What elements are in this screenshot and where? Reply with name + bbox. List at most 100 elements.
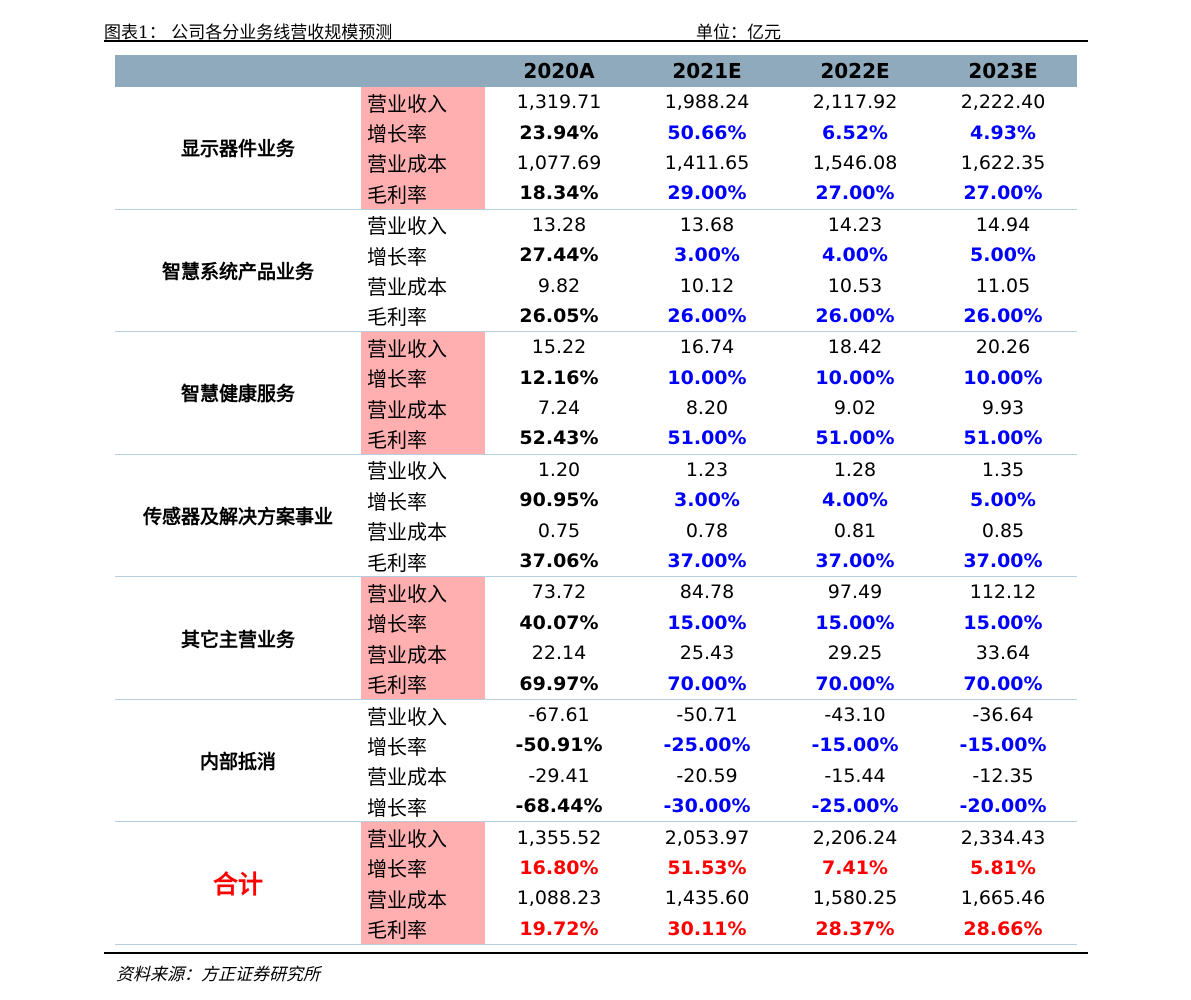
figure-caption: 图表1： 公司各分业务线营收规模预测 单位：亿元	[104, 14, 1088, 42]
value-cell: 10.00%	[929, 363, 1077, 393]
metric-label: 营业收入	[361, 577, 485, 608]
value-cell: 25.43	[633, 638, 781, 668]
value-cell: 8.20	[633, 393, 781, 423]
value-cell: 52.43%	[485, 423, 633, 454]
value-cell: -50.91%	[485, 730, 633, 760]
value-cell: -20.00%	[929, 791, 1077, 822]
value-cell: 37.00%	[633, 546, 781, 577]
value-cell: 0.75	[485, 515, 633, 545]
value-cell: 1,319.71	[485, 87, 633, 117]
header-cell	[115, 55, 361, 87]
value-cell: -67.61	[485, 699, 633, 730]
value-cell: 1,580.25	[781, 883, 929, 913]
value-cell: 70.00%	[781, 668, 929, 699]
value-cell: 14.94	[929, 209, 1077, 240]
value-cell: 1,088.23	[485, 883, 633, 913]
value-cell: 27.00%	[929, 178, 1077, 209]
value-cell: 1,411.65	[633, 148, 781, 178]
metric-label: 毛利率	[361, 914, 485, 945]
value-cell: 18.42	[781, 332, 929, 363]
value-cell: 22.14	[485, 638, 633, 668]
value-cell: -12.35	[929, 761, 1077, 791]
segment-name: 传感器及解决方案事业	[115, 454, 361, 577]
value-cell: 13.28	[485, 209, 633, 240]
source-note: 资料来源：方正证券研究所	[116, 960, 320, 985]
metric-label: 营业成本	[361, 883, 485, 913]
value-cell: 28.66%	[929, 914, 1077, 945]
top-rule	[104, 40, 1088, 42]
metric-label: 营业成本	[361, 761, 485, 791]
table-row: 合计 营业收入 1,355.52 2,053.97 2,206.24 2,334.43	[115, 822, 1077, 853]
value-cell: -29.41	[485, 761, 633, 791]
value-cell: -25.00%	[781, 791, 929, 822]
value-cell: 2,222.40	[929, 87, 1077, 117]
value-cell: 51.00%	[633, 423, 781, 454]
value-cell: 15.00%	[633, 608, 781, 638]
segment-name: 显示器件业务	[115, 87, 361, 209]
value-cell: 16.74	[633, 332, 781, 363]
value-cell: 1.23	[633, 454, 781, 485]
value-cell: 1,435.60	[633, 883, 781, 913]
value-cell: 51.00%	[929, 423, 1077, 454]
value-cell: 6.52%	[781, 117, 929, 147]
value-cell: 51.00%	[781, 423, 929, 454]
metric-label: 营业收入	[361, 87, 485, 117]
value-cell: 13.68	[633, 209, 781, 240]
value-cell: -30.00%	[633, 791, 781, 822]
segment-name: 内部抵消	[115, 699, 361, 822]
year-header: 2022E	[781, 55, 929, 87]
value-cell: 97.49	[781, 577, 929, 608]
value-cell: 9.82	[485, 270, 633, 300]
metric-label: 营业收入	[361, 332, 485, 363]
value-cell: 3.00%	[633, 240, 781, 270]
value-cell: 26.00%	[929, 301, 1077, 332]
header-row: 2020A 2021E 2022E 2023E	[115, 55, 1077, 87]
value-cell: 26.05%	[485, 301, 633, 332]
value-cell: 5.81%	[929, 853, 1077, 883]
metric-label: 营业收入	[361, 822, 485, 853]
segment-name: 智慧健康服务	[115, 332, 361, 455]
value-cell: 1,546.08	[781, 148, 929, 178]
value-cell: 15.00%	[929, 608, 1077, 638]
value-cell: 112.12	[929, 577, 1077, 608]
metric-label: 营业收入	[361, 454, 485, 485]
metric-label: 毛利率	[361, 301, 485, 332]
value-cell: 70.00%	[633, 668, 781, 699]
value-cell: 9.93	[929, 393, 1077, 423]
value-cell: 10.12	[633, 270, 781, 300]
value-cell: 1,355.52	[485, 822, 633, 853]
metric-label: 毛利率	[361, 668, 485, 699]
metric-label: 营业成本	[361, 515, 485, 545]
value-cell: 12.16%	[485, 363, 633, 393]
metric-label: 增长率	[361, 608, 485, 638]
value-cell: -50.71	[633, 699, 781, 730]
metric-label: 营业成本	[361, 148, 485, 178]
value-cell: 73.72	[485, 577, 633, 608]
value-cell: 4.00%	[781, 240, 929, 270]
value-cell: 70.00%	[929, 668, 1077, 699]
value-cell: 5.00%	[929, 485, 1077, 515]
value-cell: 3.00%	[633, 485, 781, 515]
value-cell: 29.00%	[633, 178, 781, 209]
value-cell: 27.00%	[781, 178, 929, 209]
metric-label: 营业成本	[361, 393, 485, 423]
value-cell: 37.00%	[781, 546, 929, 577]
value-cell: 0.78	[633, 515, 781, 545]
value-cell: 10.53	[781, 270, 929, 300]
metric-label: 增长率	[361, 853, 485, 883]
value-cell: 50.66%	[633, 117, 781, 147]
value-cell: 26.00%	[781, 301, 929, 332]
bottom-rule	[104, 952, 1088, 954]
value-cell: 11.05	[929, 270, 1077, 300]
metric-label: 营业成本	[361, 638, 485, 668]
value-cell: 4.93%	[929, 117, 1077, 147]
value-cell: -15.00%	[781, 730, 929, 760]
table-row: 传感器及解决方案事业 营业收入 1.20 1.23 1.28 1.35	[115, 454, 1077, 485]
value-cell: 1.28	[781, 454, 929, 485]
table-row: 智慧系统产品业务 营业收入 13.28 13.68 14.23 14.94	[115, 209, 1077, 240]
value-cell: 1,988.24	[633, 87, 781, 117]
value-cell: 30.11%	[633, 914, 781, 945]
value-cell: 5.00%	[929, 240, 1077, 270]
value-cell: 20.26	[929, 332, 1077, 363]
year-header: 2021E	[633, 55, 781, 87]
